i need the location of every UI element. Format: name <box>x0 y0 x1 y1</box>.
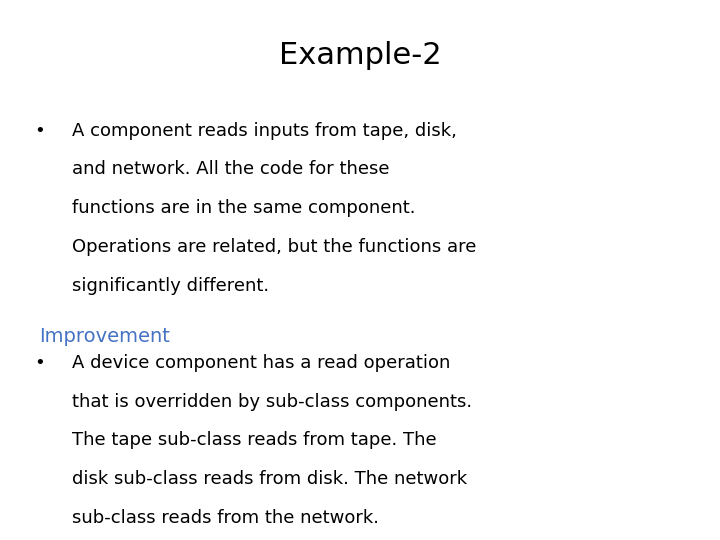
Text: Operations are related, but the functions are: Operations are related, but the function… <box>72 238 477 256</box>
Text: disk sub-class reads from disk. The network: disk sub-class reads from disk. The netw… <box>72 470 467 488</box>
Text: A device component has a read operation: A device component has a read operation <box>72 354 451 372</box>
Text: •: • <box>35 354 45 372</box>
Text: sub-class reads from the network.: sub-class reads from the network. <box>72 509 379 527</box>
Text: The tape sub-class reads from tape. The: The tape sub-class reads from tape. The <box>72 431 436 449</box>
Text: Improvement: Improvement <box>40 327 171 346</box>
Text: functions are in the same component.: functions are in the same component. <box>72 199 415 217</box>
Text: Example-2: Example-2 <box>279 40 441 70</box>
Text: significantly different.: significantly different. <box>72 277 269 295</box>
Text: that is overridden by sub-class components.: that is overridden by sub-class componen… <box>72 393 472 410</box>
Text: A component reads inputs from tape, disk,: A component reads inputs from tape, disk… <box>72 122 457 139</box>
Text: and network. All the code for these: and network. All the code for these <box>72 160 390 178</box>
Text: •: • <box>35 122 45 139</box>
